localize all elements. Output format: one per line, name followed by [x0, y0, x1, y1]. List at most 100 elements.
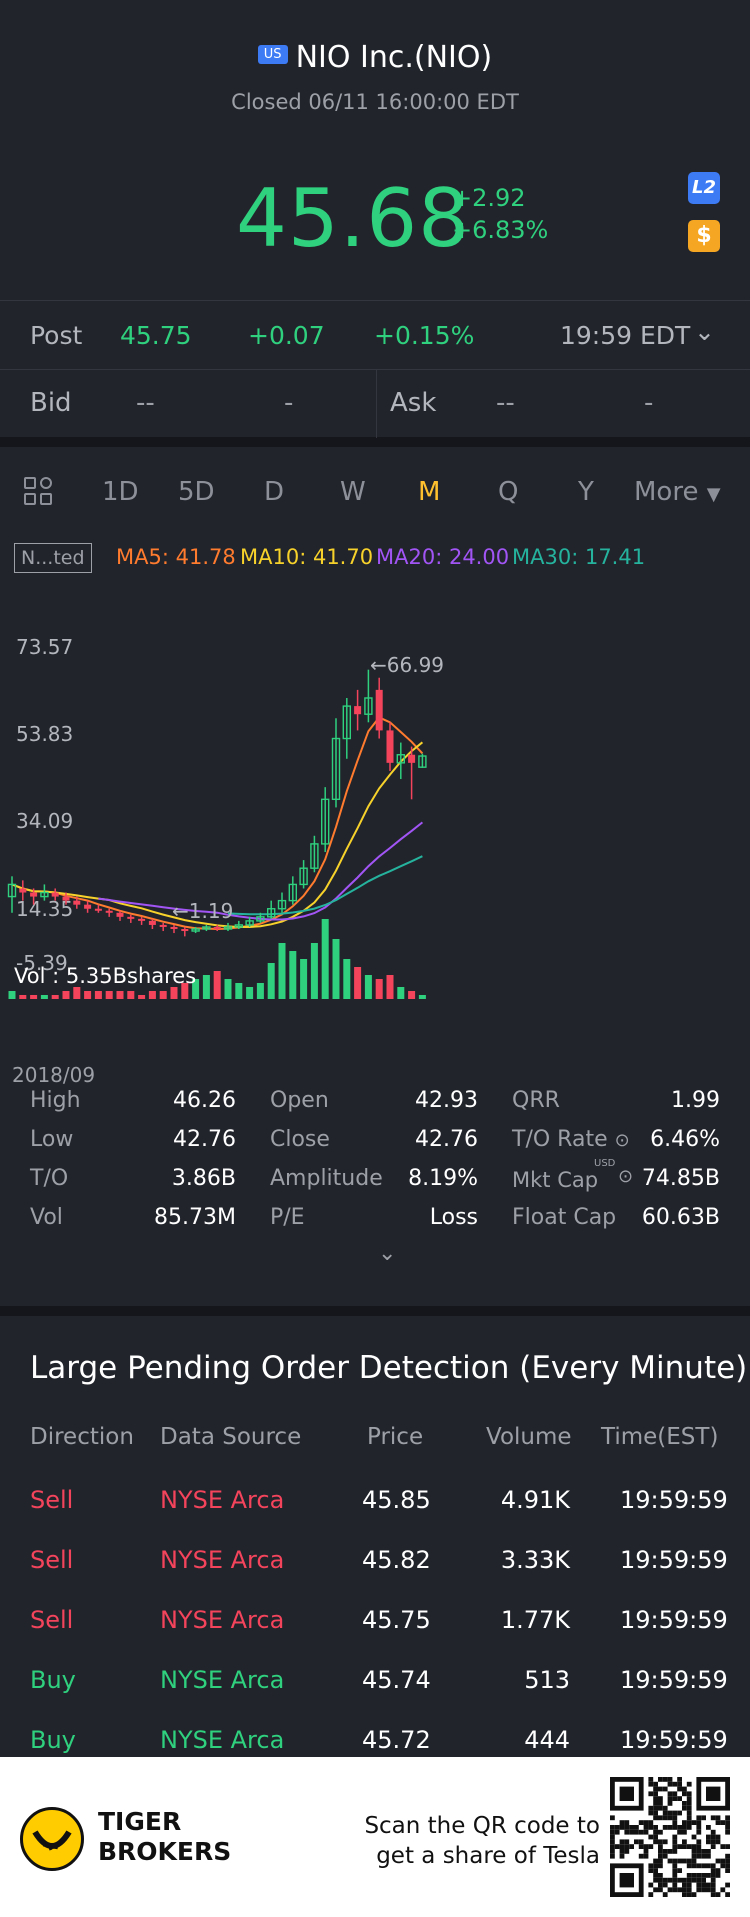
divider	[0, 300, 750, 301]
usd-tag: USD	[594, 1158, 616, 1169]
candle-body	[213, 926, 221, 929]
level2-icon[interactable]: L2	[688, 172, 720, 204]
stat-value-high: 46.26	[173, 1088, 236, 1113]
ma30-line	[227, 855, 423, 916]
candle-body	[342, 705, 351, 740]
tab-quarter[interactable]: Q	[498, 477, 519, 507]
orders-title: Large Pending Order Detection (Every Min…	[30, 1350, 748, 1386]
expand-chevron-icon[interactable]: ⌄	[378, 1241, 397, 1266]
order-volume: 3.33K	[500, 1546, 570, 1574]
post-time: 19:59 EDT	[560, 321, 691, 350]
bid-ask-row: Bid -- - Ask -- -	[0, 369, 750, 438]
tab-day[interactable]: D	[264, 477, 285, 507]
high-annotation-value: 66.99	[386, 653, 445, 677]
more-label: More	[634, 477, 699, 507]
candle-body	[321, 798, 330, 845]
col-header-direction: Direction	[30, 1424, 134, 1450]
order-price: 45.75	[362, 1606, 431, 1634]
order-time: 19:59:59	[620, 1666, 728, 1694]
grid-layout-icon[interactable]	[24, 477, 54, 507]
order-direction: Sell	[30, 1486, 74, 1514]
kline-chart[interactable]: 73.57 53.83 34.09 14.35 -5.39 ←66.99 ←1.…	[0, 581, 750, 1087]
volume-bar	[418, 995, 426, 999]
stat-value-vol: 85.73M	[154, 1205, 236, 1230]
tab-month[interactable]: M	[418, 477, 441, 507]
order-volume: 444	[524, 1726, 570, 1754]
volume-bar	[300, 959, 308, 999]
volume-label: Vol : 5.35Bshares	[14, 964, 197, 988]
tab-more[interactable]: More ▼	[634, 477, 721, 507]
volume-bar	[256, 983, 264, 999]
volume-bar	[94, 991, 102, 999]
volume-bar	[321, 919, 329, 999]
info-icon[interactable]: ⊙	[618, 1166, 634, 1187]
stat-value-qrr: 1.99	[671, 1088, 720, 1113]
date-label: 2018/09	[12, 1063, 96, 1087]
tab-week[interactable]: W	[340, 477, 366, 507]
adjust-toggle[interactable]: N...ted	[14, 543, 92, 573]
order-time: 19:59:59	[620, 1726, 728, 1754]
stat-value-mkt-cap: 74.85B	[641, 1166, 720, 1191]
us-market-badge: US	[257, 45, 288, 64]
candle-body	[408, 754, 416, 763]
candle-body	[354, 706, 362, 715]
stat-value-amplitude: 8.19%	[408, 1166, 478, 1191]
candle-body	[181, 928, 189, 932]
candle-body	[127, 916, 135, 919]
candle-body	[331, 737, 341, 801]
chevron-down-icon[interactable]: ⌄	[694, 317, 715, 346]
candle-body	[138, 918, 146, 921]
tab-5d[interactable]: 5D	[178, 477, 215, 507]
volume-bar	[116, 991, 124, 999]
candle-body	[73, 900, 81, 905]
volume-bar	[213, 971, 221, 999]
order-source: NYSE Arca	[160, 1606, 285, 1634]
table-row: Buy NYSE Arca 45.74 513 19:59:59	[0, 1666, 750, 1706]
stat-label-pe: P/E	[270, 1205, 305, 1230]
tab-year[interactable]: Y	[578, 477, 594, 507]
ma-legend: N...ted MA5: 41.78 MA10: 41.70 MA20: 24.…	[0, 537, 750, 581]
to-rate-text: T/O Rate	[512, 1127, 608, 1152]
post-label: Post	[30, 321, 83, 350]
post-change: +0.07	[248, 321, 325, 350]
change-percent: +6.83%	[452, 216, 549, 244]
candle-body	[30, 892, 38, 897]
post-change-pct: +0.15%	[374, 321, 475, 350]
post-price: 45.75	[120, 321, 192, 350]
promo-footer: TIGER BROKERS Scan the QR code to get a …	[0, 1757, 750, 1917]
volume-bar	[246, 987, 254, 999]
divider	[376, 370, 377, 438]
y-tick-label: 73.57	[16, 635, 74, 659]
section-gap	[0, 1306, 750, 1316]
brand-line-1: TIGER	[98, 1807, 182, 1836]
brand-name: TIGER BROKERS	[98, 1807, 231, 1867]
dollar-icon[interactable]: $	[688, 220, 720, 252]
volume-bar	[364, 975, 372, 999]
volume-bar	[170, 987, 178, 999]
volume-bar	[30, 995, 38, 999]
candle-body	[19, 888, 27, 893]
large-order-panel: Large Pending Order Detection (Every Min…	[0, 1316, 750, 1754]
qr-code-icon[interactable]	[610, 1777, 730, 1897]
volume-bar	[19, 995, 27, 999]
low-annotation-value: 1.19	[188, 899, 234, 923]
col-header-source: Data Source	[160, 1424, 302, 1450]
volume-bar	[354, 967, 362, 999]
stat-value-float-cap: 60.63B	[641, 1205, 720, 1230]
stat-label-float-cap: Float Cap	[512, 1205, 617, 1230]
stat-label-low: Low	[30, 1127, 74, 1152]
stat-value-to-rate: 6.46%	[650, 1127, 720, 1152]
volume-bar	[105, 991, 113, 999]
candle-body	[267, 908, 276, 918]
y-tick-label: 14.35	[16, 897, 74, 921]
volume-bar	[159, 991, 167, 999]
order-price: 45.85	[362, 1486, 431, 1514]
candle-body	[170, 926, 178, 929]
tab-1d[interactable]: 1D	[102, 477, 139, 507]
post-market-row[interactable]: Post 45.75 +0.07 +0.15% 19:59 EDT ⌄	[0, 301, 750, 369]
volume-bar	[40, 995, 48, 999]
info-icon[interactable]: ⊙	[614, 1130, 630, 1151]
stock-name: NIO Inc.(NIO)	[295, 40, 493, 75]
candle-body	[256, 916, 265, 922]
table-row: Sell NYSE Arca 45.85 4.91K 19:59:59	[0, 1486, 750, 1526]
